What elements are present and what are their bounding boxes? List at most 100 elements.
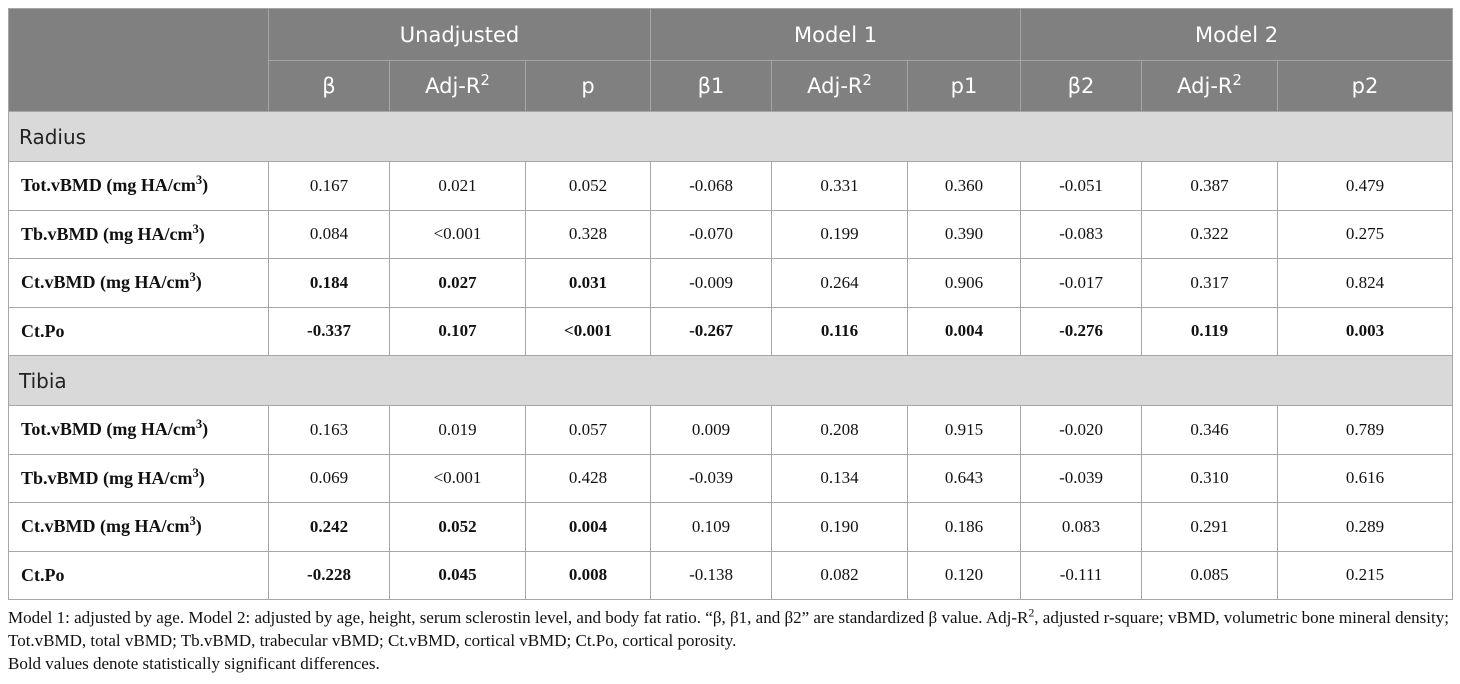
row-label: Tb.vBMD (mg HA/cm3)	[8, 453, 269, 503]
column-header-superscript: 2	[1232, 72, 1242, 89]
table-cell: 0.291	[1141, 502, 1279, 552]
table-cell: -0.083	[1020, 209, 1143, 259]
row-label-text: Ct.vBMD (mg HA/cm	[21, 516, 190, 537]
table-row: Ct.vBMD (mg HA/cm3) 0.242 0.052 0.004 0.109 0…	[8, 502, 1454, 552]
table-cell: 0.083	[1020, 502, 1143, 552]
footnote-text-cont: , adjusted r-square; vBMD, volumetric bo…	[8, 608, 1449, 650]
row-label-text: Ct.Po	[21, 564, 65, 585]
footnote-bold-note: Bold values denote statistically signifi…	[8, 654, 380, 673]
table-cell: 0.264	[771, 258, 909, 308]
row-label: Tot.vBMD (mg HA/cm3)	[8, 161, 269, 211]
table-cell: -0.020	[1020, 405, 1143, 455]
table-cell: 0.019	[389, 405, 526, 455]
table-cell: 0.322	[1141, 209, 1279, 259]
group-header-model-2: Model 2	[1020, 8, 1454, 61]
table-cell: 0.208	[771, 405, 909, 455]
column-header: Adj-R2	[389, 60, 526, 112]
row-label: Ct.vBMD (mg HA/cm3)	[8, 258, 269, 308]
table-cell: 0.045	[389, 550, 526, 600]
row-label-superscript: 3	[189, 514, 196, 529]
footnote-superscript: 2	[1028, 605, 1035, 620]
row-label-end: )	[202, 175, 209, 196]
table-cell: -0.267	[650, 306, 773, 356]
table-cell: -0.337	[268, 306, 390, 356]
table-cell: 0.360	[907, 161, 1022, 211]
row-label-end: )	[202, 419, 209, 440]
table-row: Tb.vBMD (mg HA/cm3) 0.084 <0.001 0.328 -0.07…	[8, 209, 1454, 259]
row-label-superscript: 3	[192, 465, 199, 480]
row-label: Tb.vBMD (mg HA/cm3)	[8, 209, 269, 259]
table-cell: 0.107	[389, 306, 526, 356]
section-label: Tibia	[7, 355, 1454, 406]
table-cell: 0.289	[1277, 502, 1454, 552]
group-header-unadjusted: Unadjusted	[267, 8, 652, 61]
table-cell: 0.004	[524, 502, 652, 552]
table-cell: 0.317	[1141, 258, 1279, 308]
table-cell: 0.789	[1277, 405, 1454, 455]
column-header-label: Adj-R	[1177, 74, 1233, 98]
column-header: β1	[650, 60, 773, 112]
table-cell: 0.199	[771, 209, 909, 259]
table-cell: 0.616	[1277, 453, 1454, 503]
row-label-text: Tot.vBMD (mg HA/cm	[21, 419, 196, 440]
table-cell: <0.001	[389, 453, 526, 503]
row-label: Ct.Po	[8, 550, 269, 600]
table-cell: 0.009	[650, 405, 773, 455]
table-cell: -0.017	[1020, 258, 1143, 308]
table-cell: 0.031	[524, 258, 652, 308]
column-header-superscript: 2	[480, 72, 490, 89]
table-row: Tot.vBMD (mg HA/cm3) 0.167 0.021 0.052 -0.06…	[8, 161, 1454, 211]
table-cell: -0.070	[650, 209, 773, 259]
column-header-label: p1	[950, 74, 978, 98]
table-cell: 0.134	[771, 453, 909, 503]
row-label-superscript: 3	[195, 173, 203, 188]
footnote-models: Model 1: adjusted by age. Model 2: adjus…	[8, 606, 1456, 652]
table-row: Ct.vBMD (mg HA/cm3) 0.184 0.027 0.031 -0.009…	[8, 258, 1454, 308]
table-cell: 0.004	[907, 306, 1022, 356]
table-cell: 0.275	[1277, 209, 1454, 259]
column-header: Adj-R2	[771, 60, 909, 112]
column-header-row: β Adj-R2 p β1 Adj-R2 p1 β2 Adj-R2 p2	[9, 60, 1454, 112]
column-header: p2	[1277, 60, 1454, 112]
table-cell: <0.001	[389, 209, 526, 259]
table-cell: -0.051	[1020, 161, 1143, 211]
table-cell: 0.390	[907, 209, 1022, 259]
footnote-text: Model 1: adjusted by age. Model 2: adjus…	[8, 608, 1029, 627]
table-cell: 0.084	[268, 209, 390, 259]
column-header: Adj-R2	[1141, 60, 1279, 112]
table-cell: 0.915	[907, 405, 1022, 455]
table-cell: 0.643	[907, 453, 1022, 503]
table-cell: 0.082	[771, 550, 909, 600]
row-label: Ct.Po	[8, 306, 269, 356]
row-label-text: Tb.vBMD (mg HA/cm	[21, 467, 193, 488]
column-header: p1	[907, 60, 1022, 112]
table-cell: 0.184	[268, 258, 390, 308]
table-cell: 0.027	[389, 258, 526, 308]
table-cell: <0.001	[524, 306, 652, 356]
column-header-label: β1	[697, 74, 725, 98]
row-label-end: )	[198, 223, 205, 244]
corner-header-cell	[8, 8, 269, 112]
column-header-label: β2	[1067, 74, 1095, 98]
table-cell: 0.069	[268, 453, 390, 503]
table-cell: -0.228	[268, 550, 390, 600]
column-header-label: p2	[1351, 74, 1379, 98]
row-label-text: Ct.vBMD (mg HA/cm	[21, 272, 190, 293]
table-cell: 0.008	[524, 550, 652, 600]
table-row: Tot.vBMD (mg HA/cm3) 0.163 0.019 0.057 0.009…	[8, 405, 1454, 455]
table-cell: 0.387	[1141, 161, 1279, 211]
column-header-label: Adj-R	[425, 74, 481, 98]
table-cell: -0.039	[1020, 453, 1143, 503]
table-cell: -0.276	[1020, 306, 1143, 356]
table-cell: 0.085	[1141, 550, 1279, 600]
column-header: β2	[1020, 60, 1143, 112]
table-row: Tb.vBMD (mg HA/cm3) 0.069 <0.001 0.428 -0.03…	[8, 453, 1454, 503]
section-row: Radius	[7, 111, 1454, 162]
table-cell: 0.116	[771, 306, 909, 356]
table-body: Radius Tot.vBMD (mg HA/cm3) 0.167 0.021 0.05…	[7, 111, 1454, 600]
results-table-container: Unadjusted Model 1 Model 2 β Adj-R2 p β1 Adj…	[7, 8, 1454, 600]
table-cell: 0.120	[907, 550, 1022, 600]
table-cell: 0.052	[389, 502, 526, 552]
row-label-text: Ct.Po	[21, 320, 65, 341]
table-footnotes: Model 1: adjusted by age. Model 2: adjus…	[8, 606, 1456, 675]
